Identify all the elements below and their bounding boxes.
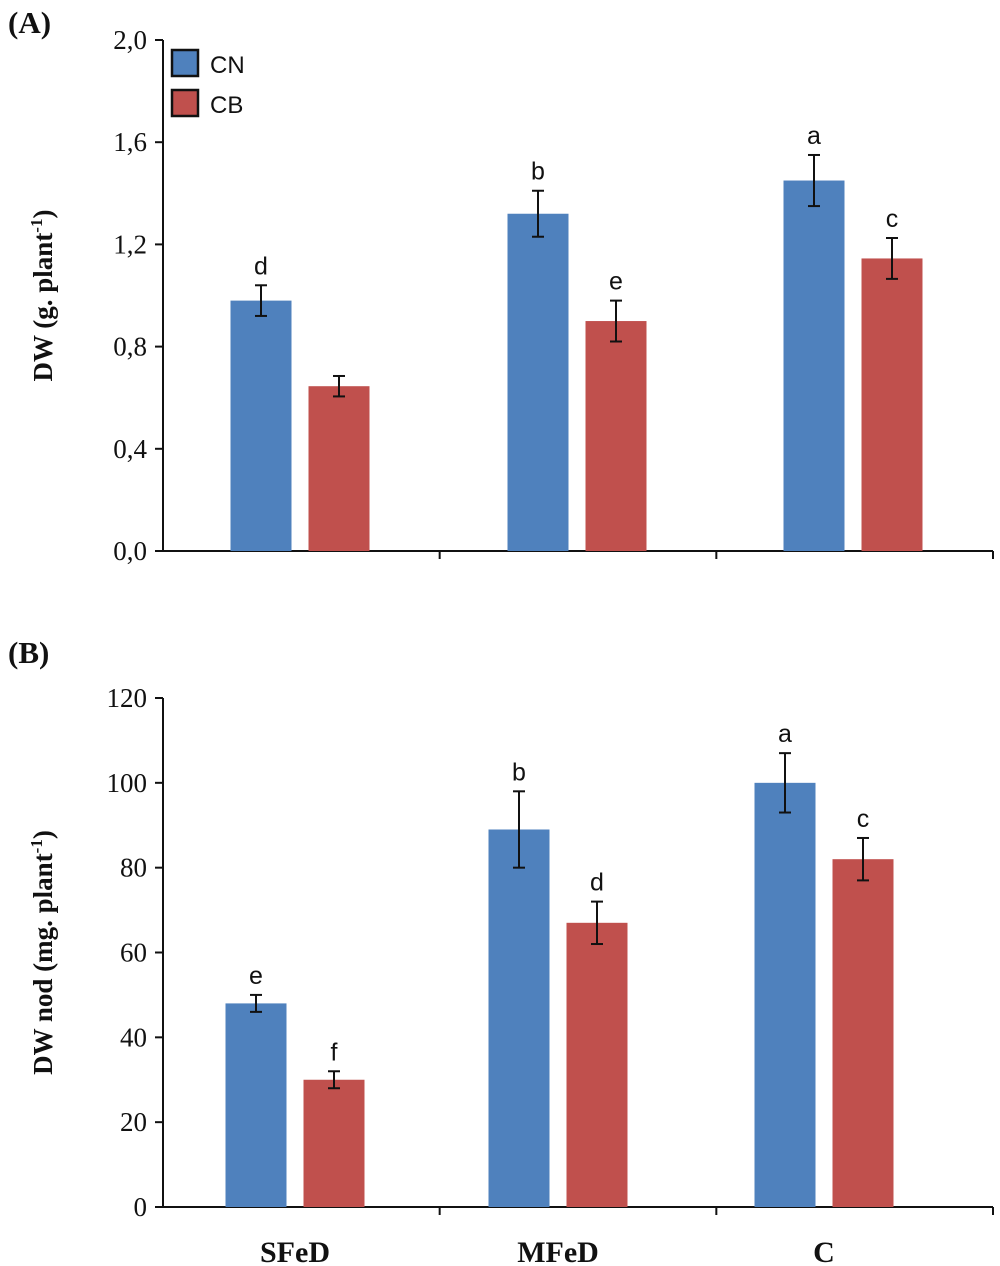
b-significance-letter: f <box>331 1038 338 1066</box>
b-y-tick-label: 120 <box>107 683 148 713</box>
a-significance-letter: e <box>609 268 623 296</box>
a-y-axis-label-close: ) <box>28 210 58 219</box>
b-y-axis-label-sup: -1 <box>27 839 46 853</box>
a-bar-cb <box>308 386 370 551</box>
a-y-tick-label: 0,0 <box>113 536 147 566</box>
panel-b-label: (B) <box>8 635 49 670</box>
panel-b-chart: (B) 0 20 40 60 80 100 120 DW nod (mg. plant-1) e… <box>8 635 994 1266</box>
b-category-label: C <box>813 1236 835 1266</box>
b-significance-letter: c <box>857 805 870 833</box>
b-significance-letter: d <box>590 869 604 897</box>
b-bar-cb <box>566 922 628 1207</box>
panel-a-label: (A) <box>8 5 51 40</box>
b-y-tick-label: 0 <box>134 1192 148 1222</box>
legend-label-cn: CN <box>210 52 245 79</box>
b-y-axis-label: DW nod (mg. plant-1) <box>27 830 58 1075</box>
legend-label-cb: CB <box>210 92 243 119</box>
b-bar-cb <box>832 859 894 1207</box>
a-bar-cb <box>585 321 647 551</box>
b-bar-cn <box>225 1003 287 1207</box>
b-bar-cn <box>754 782 816 1207</box>
a-y-tick-label: 2,0 <box>113 25 147 55</box>
b-bar-cb <box>303 1079 365 1207</box>
a-y-axis-label-main: DW (g. plant <box>28 233 58 382</box>
panel-a-chart: (A) 0,0 0,4 0,8 1,2 1,6 2,0 DW (g. plant-1) d b a… <box>8 5 994 566</box>
b-y-axis-label-main: DW nod (mg. plant <box>28 853 58 1075</box>
a-y-axis-label: DW (g. plant-1) <box>27 210 58 382</box>
a-bar-cn <box>230 300 292 551</box>
b-bar-cn <box>488 829 550 1207</box>
b-category-label: SFeD <box>260 1236 330 1266</box>
a-y-axis-label-sup: -1 <box>27 219 46 233</box>
a-bar-cb <box>861 258 923 551</box>
b-y-tick-label: 40 <box>120 1022 147 1052</box>
b-y-tick-label: 100 <box>107 768 148 798</box>
a-bar-cn <box>507 213 569 552</box>
legend-swatch-cn <box>170 48 200 78</box>
a-y-tick-label: 0,8 <box>113 332 147 362</box>
b-significance-letter: e <box>249 962 263 990</box>
a-y-tick-label: 0,4 <box>113 434 147 464</box>
a-significance-letter: c <box>886 205 899 233</box>
a-y-tick-label: 1,6 <box>113 127 147 157</box>
b-significance-letter: b <box>512 758 526 786</box>
b-y-tick-label: 20 <box>120 1107 147 1137</box>
b-category-label: MFeD <box>517 1236 599 1266</box>
a-y-tick-label: 1,2 <box>113 229 147 259</box>
a-significance-letter: d <box>254 252 268 280</box>
a-bar-cn <box>783 180 845 551</box>
b-y-tick-label: 80 <box>120 853 147 883</box>
b-significance-letter: a <box>778 720 792 748</box>
legend-swatch-cb <box>170 88 200 118</box>
a-significance-letter: b <box>531 158 545 186</box>
b-y-axis-label-close: ) <box>28 830 58 839</box>
a-significance-letter: a <box>807 122 821 150</box>
b-y-tick-label: 60 <box>120 938 147 968</box>
